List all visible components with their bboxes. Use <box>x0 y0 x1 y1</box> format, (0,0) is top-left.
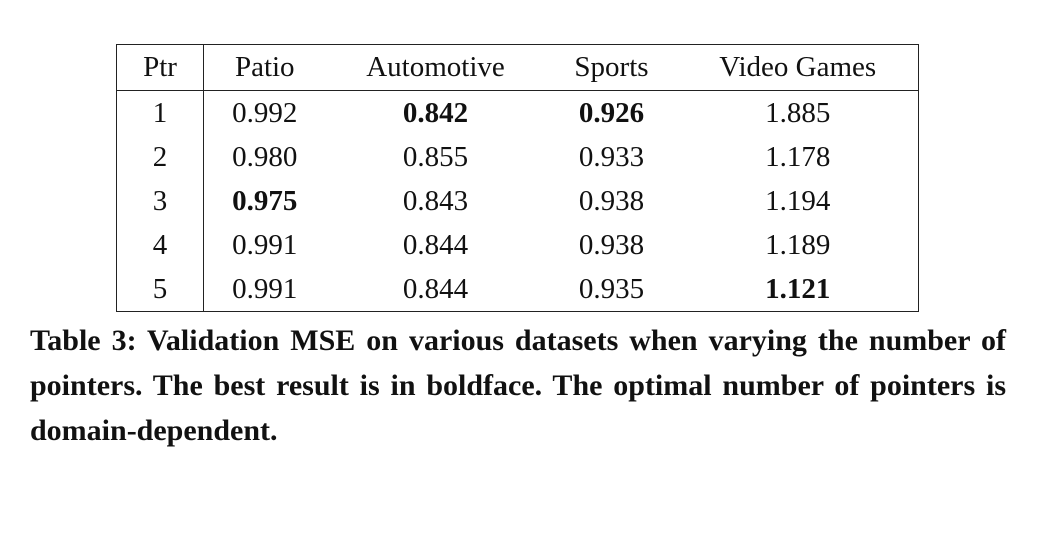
table-cell: 5 <box>116 267 204 312</box>
table-cell: 1.121 <box>765 272 831 305</box>
table-cell: 1.194 <box>765 184 831 217</box>
column-header: Ptr <box>116 44 204 91</box>
table-cell: 0.843 <box>402 184 469 217</box>
column-header: Sports <box>574 51 649 83</box>
table-row: 2 0.980 0.855 0.933 1.178 <box>116 135 919 179</box>
table-cell: 0.991 <box>232 272 298 305</box>
table-cell: 1 <box>116 90 204 135</box>
table-row: 5 0.991 0.844 0.935 1.121 <box>116 267 919 312</box>
column-header: Automotive <box>366 51 505 83</box>
table-cell: 0.844 <box>402 228 469 261</box>
table-cell: 0.980 <box>232 140 298 173</box>
column-header: Patio <box>234 51 295 83</box>
table-cell: 1.189 <box>765 228 831 261</box>
table-cell: 0.933 <box>578 140 645 173</box>
table-cell: 2 <box>116 135 204 179</box>
table-cell: 0.992 <box>232 96 298 129</box>
table-cell: 0.991 <box>232 228 298 261</box>
table-caption: Table 3: Validation MSE on various datas… <box>30 324 1006 447</box>
column-header: Video Games <box>719 51 877 83</box>
table-cell: 4 <box>116 223 204 267</box>
table-cell: 0.855 <box>402 140 469 173</box>
table-cell: 1.178 <box>765 140 831 173</box>
table-cell: 3 <box>116 179 204 223</box>
table-cell: 0.926 <box>578 96 645 129</box>
table-cell: 0.935 <box>578 272 645 305</box>
table-cell: 0.938 <box>578 228 645 261</box>
results-table: Ptr Patio Automotive Sports Video Games 1 0.9… <box>116 44 919 312</box>
table-cell: 0.938 <box>578 184 645 217</box>
table-cell: 0.842 <box>402 96 469 129</box>
table-cell: 0.975 <box>232 184 298 217</box>
table-row: 1 0.992 0.842 0.926 1.885 <box>116 90 919 135</box>
table-row: 3 0.975 0.843 0.938 1.194 <box>116 179 919 223</box>
table-row: 4 0.991 0.844 0.938 1.189 <box>116 223 919 267</box>
table-cell: 0.844 <box>402 272 469 305</box>
table-cell: 1.885 <box>765 96 831 129</box>
header-row: Ptr Patio Automotive Sports Video Games <box>116 44 919 91</box>
